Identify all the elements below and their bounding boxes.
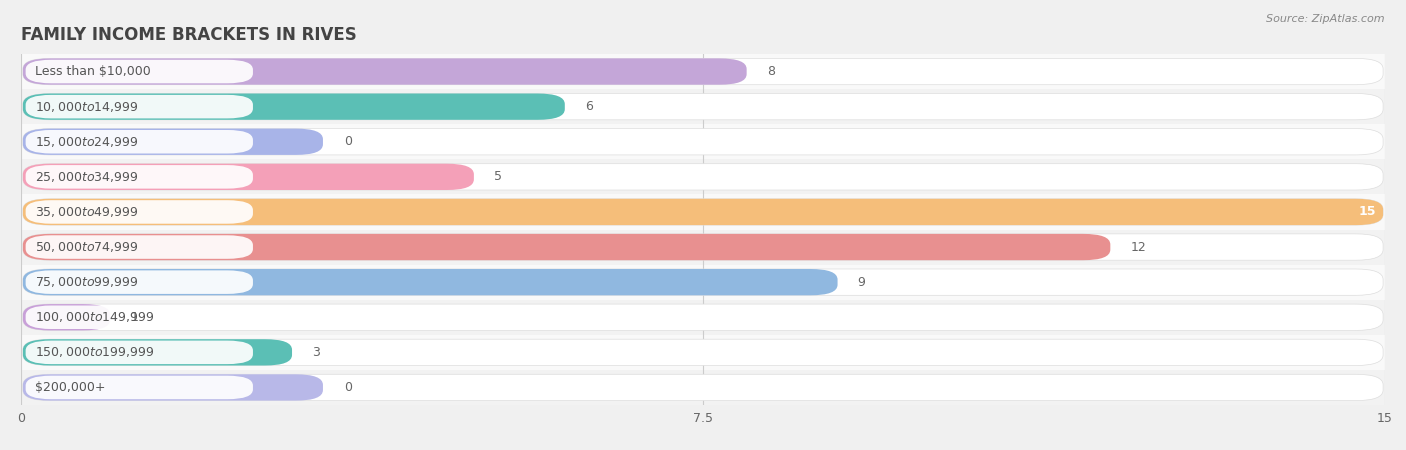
Text: $10,000 to $14,999: $10,000 to $14,999: [35, 99, 138, 114]
FancyBboxPatch shape: [25, 376, 253, 399]
FancyBboxPatch shape: [22, 94, 565, 120]
Text: 15: 15: [1358, 206, 1376, 218]
FancyBboxPatch shape: [25, 306, 253, 329]
FancyBboxPatch shape: [25, 130, 253, 153]
FancyBboxPatch shape: [22, 199, 1384, 225]
Bar: [21, 230, 1385, 265]
Text: FAMILY INCOME BRACKETS IN RIVES: FAMILY INCOME BRACKETS IN RIVES: [21, 26, 357, 44]
FancyBboxPatch shape: [22, 269, 838, 295]
Text: $25,000 to $34,999: $25,000 to $34,999: [35, 170, 138, 184]
Text: $150,000 to $199,999: $150,000 to $199,999: [35, 345, 155, 360]
Text: $15,000 to $24,999: $15,000 to $24,999: [35, 135, 138, 149]
Text: 0: 0: [344, 381, 352, 394]
FancyBboxPatch shape: [22, 164, 474, 190]
FancyBboxPatch shape: [25, 165, 253, 189]
FancyBboxPatch shape: [22, 304, 110, 330]
Text: 6: 6: [585, 100, 593, 113]
FancyBboxPatch shape: [22, 374, 323, 400]
FancyBboxPatch shape: [25, 341, 253, 364]
Text: 3: 3: [312, 346, 321, 359]
Bar: [21, 300, 1385, 335]
Text: $35,000 to $49,999: $35,000 to $49,999: [35, 205, 138, 219]
FancyBboxPatch shape: [22, 339, 1384, 365]
FancyBboxPatch shape: [22, 94, 1384, 120]
Text: $50,000 to $74,999: $50,000 to $74,999: [35, 240, 138, 254]
FancyBboxPatch shape: [22, 129, 323, 155]
Text: Source: ZipAtlas.com: Source: ZipAtlas.com: [1267, 14, 1385, 23]
Text: 8: 8: [766, 65, 775, 78]
FancyBboxPatch shape: [25, 235, 253, 259]
FancyBboxPatch shape: [22, 58, 747, 85]
FancyBboxPatch shape: [22, 374, 1384, 400]
FancyBboxPatch shape: [22, 129, 1384, 155]
Bar: [21, 54, 1385, 89]
Text: 12: 12: [1130, 241, 1146, 253]
FancyBboxPatch shape: [22, 234, 1111, 260]
FancyBboxPatch shape: [22, 58, 1384, 85]
Bar: [21, 124, 1385, 159]
FancyBboxPatch shape: [25, 60, 253, 83]
FancyBboxPatch shape: [22, 164, 1384, 190]
Text: 0: 0: [344, 135, 352, 148]
Text: $100,000 to $149,999: $100,000 to $149,999: [35, 310, 155, 324]
FancyBboxPatch shape: [22, 199, 1384, 225]
Text: $200,000+: $200,000+: [35, 381, 105, 394]
Bar: [21, 335, 1385, 370]
FancyBboxPatch shape: [22, 234, 1384, 260]
Text: $75,000 to $99,999: $75,000 to $99,999: [35, 275, 138, 289]
FancyBboxPatch shape: [22, 269, 1384, 295]
Bar: [21, 194, 1385, 230]
Text: 1: 1: [131, 311, 138, 324]
FancyBboxPatch shape: [22, 304, 1384, 330]
FancyBboxPatch shape: [25, 200, 253, 224]
FancyBboxPatch shape: [25, 95, 253, 118]
Text: 5: 5: [494, 171, 502, 183]
Bar: [21, 370, 1385, 405]
Bar: [21, 265, 1385, 300]
FancyBboxPatch shape: [25, 270, 253, 294]
Text: 9: 9: [858, 276, 866, 288]
FancyBboxPatch shape: [22, 339, 292, 365]
Bar: [21, 159, 1385, 194]
Text: Less than $10,000: Less than $10,000: [35, 65, 150, 78]
Bar: [21, 89, 1385, 124]
